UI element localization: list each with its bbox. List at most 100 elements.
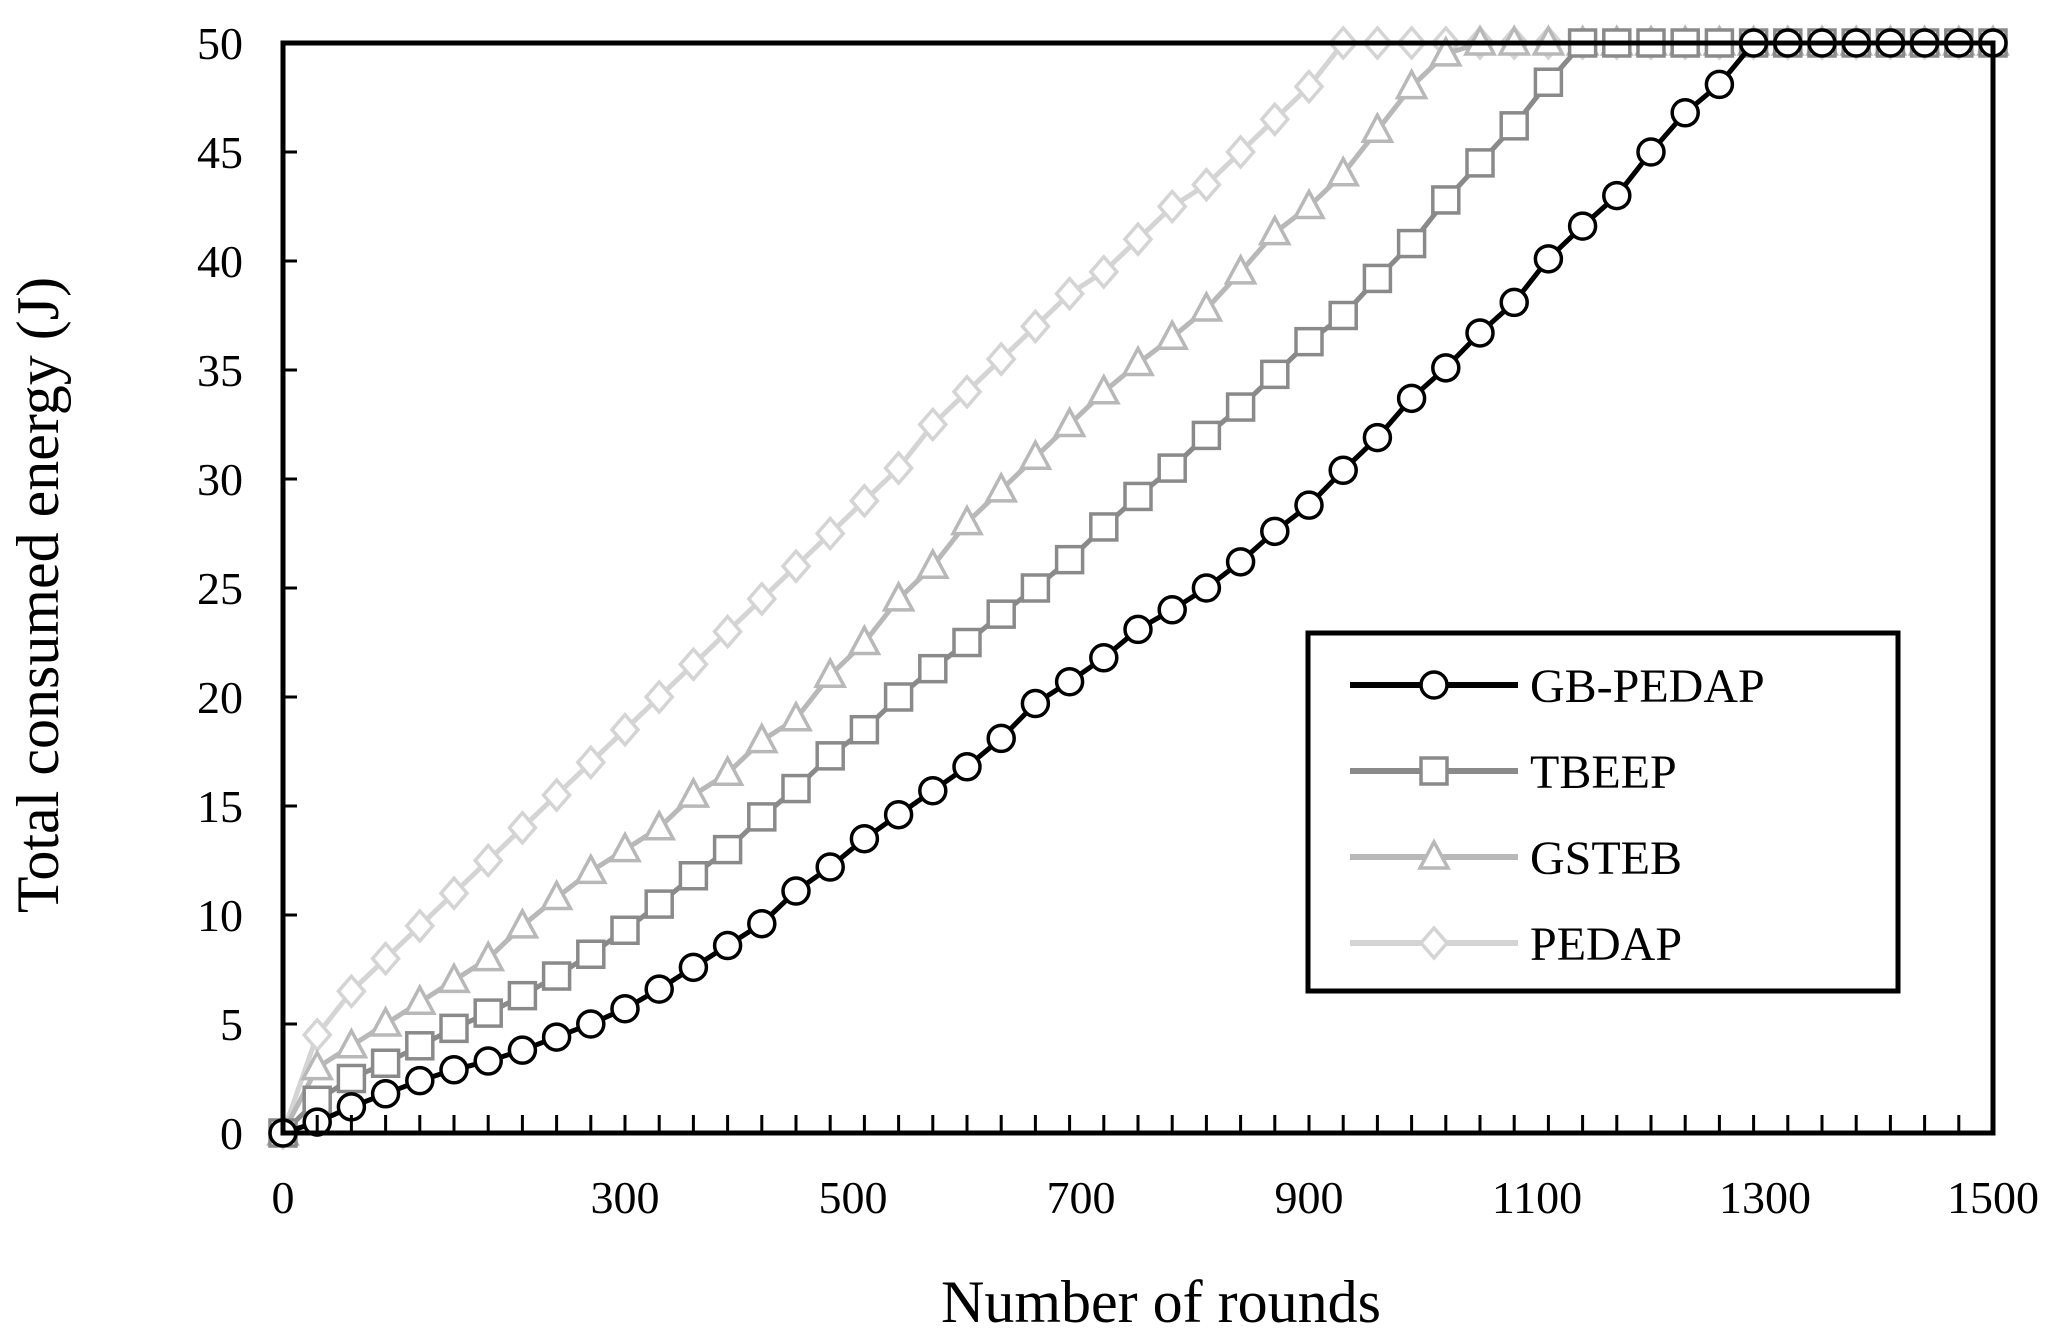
data-point bbox=[1054, 276, 1085, 312]
x-tick-label: 700 bbox=[1047, 1172, 1116, 1223]
legend-item: GSTEB bbox=[1350, 832, 1682, 885]
data-point bbox=[576, 1009, 606, 1039]
legend-swatch-marker bbox=[1419, 670, 1449, 700]
legend-item: PEDAP bbox=[1350, 918, 1682, 971]
data-point bbox=[779, 700, 813, 732]
data-point bbox=[1259, 101, 1291, 137]
data-point bbox=[1431, 185, 1461, 215]
data-point bbox=[336, 973, 367, 1009]
x-tick-labels: 0 300 500 700 900 1100 1300 1500 bbox=[272, 1172, 2040, 1223]
x-tick-label: 1500 bbox=[1947, 1172, 2039, 1223]
data-point bbox=[747, 802, 777, 832]
y-tick-label: 0 bbox=[220, 1108, 243, 1159]
data-point bbox=[1260, 516, 1290, 547]
data-point bbox=[1465, 318, 1495, 348]
data-point bbox=[1052, 405, 1087, 438]
y-tick-label: 50 bbox=[197, 18, 243, 69]
data-point bbox=[1123, 614, 1153, 645]
data-point bbox=[573, 852, 608, 885]
data-point bbox=[643, 679, 675, 715]
y-tick-label: 45 bbox=[197, 127, 243, 178]
data-point bbox=[1191, 420, 1222, 451]
data-point bbox=[986, 599, 1016, 629]
data-point bbox=[300, 1048, 335, 1081]
data-point bbox=[815, 741, 845, 771]
data-point bbox=[1020, 573, 1051, 603]
y-tick-label: 10 bbox=[197, 890, 243, 941]
data-point bbox=[539, 878, 574, 911]
data-point bbox=[1293, 68, 1325, 105]
data-point bbox=[1225, 134, 1256, 170]
data-point bbox=[1155, 318, 1190, 351]
data-point bbox=[1326, 155, 1361, 187]
data-point bbox=[678, 646, 709, 682]
data-point bbox=[849, 823, 880, 854]
legend-item: GB-PEDAP bbox=[1350, 660, 1765, 713]
data-point bbox=[473, 1046, 503, 1076]
legend-label: GB-PEDAP bbox=[1530, 660, 1765, 713]
data-point bbox=[370, 1079, 401, 1109]
data-point bbox=[814, 515, 846, 552]
data-point bbox=[1054, 544, 1085, 575]
data-point bbox=[746, 581, 778, 617]
data-point bbox=[813, 656, 848, 688]
legend-swatch-marker bbox=[1418, 925, 1450, 961]
data-point bbox=[1189, 290, 1224, 322]
data-point bbox=[915, 547, 950, 579]
data-point bbox=[1292, 187, 1326, 220]
x-tick-label: 1100 bbox=[1492, 1172, 1582, 1223]
data-point bbox=[712, 613, 743, 650]
data-point bbox=[984, 471, 1019, 503]
data-point bbox=[918, 653, 948, 684]
data-point bbox=[1089, 512, 1119, 542]
data-point bbox=[575, 744, 607, 781]
data-point bbox=[1499, 111, 1529, 141]
x-tick-label: 500 bbox=[819, 1172, 888, 1223]
legend-label: GSTEB bbox=[1530, 832, 1682, 885]
data-point bbox=[608, 830, 642, 863]
data-point bbox=[1428, 35, 1463, 67]
data-point bbox=[1636, 137, 1666, 167]
data-point bbox=[1257, 213, 1292, 246]
data-point bbox=[1499, 287, 1529, 318]
data-point bbox=[610, 993, 640, 1024]
data-point bbox=[1465, 148, 1495, 178]
legend-label: TBEEP bbox=[1530, 746, 1677, 799]
y-tick-label: 30 bbox=[197, 454, 243, 505]
y-tick-label: 15 bbox=[197, 781, 243, 832]
data-point bbox=[883, 682, 914, 712]
legend-label: PEDAP bbox=[1530, 918, 1682, 971]
data-point bbox=[472, 842, 504, 879]
data-point bbox=[507, 810, 538, 846]
legend-swatch-marker bbox=[1419, 756, 1449, 786]
x-axis-title: Number of rounds bbox=[941, 1269, 1381, 1335]
x-tick-label: 0 bbox=[272, 1172, 295, 1223]
data-point bbox=[1157, 595, 1187, 625]
data-point bbox=[678, 861, 709, 891]
data-point bbox=[610, 915, 640, 946]
data-point bbox=[644, 889, 674, 919]
data-point bbox=[744, 721, 779, 754]
data-point bbox=[1225, 392, 1256, 422]
y-tick-label: 35 bbox=[197, 345, 243, 396]
data-point bbox=[1602, 180, 1632, 211]
data-point bbox=[883, 799, 914, 830]
x-tick-label: 900 bbox=[1275, 1172, 1344, 1223]
data-point bbox=[473, 998, 503, 1028]
data-point bbox=[437, 961, 471, 994]
data-point bbox=[1567, 211, 1598, 241]
data-point bbox=[370, 940, 401, 977]
data-point bbox=[781, 876, 811, 906]
data-point bbox=[1086, 373, 1121, 405]
data-point bbox=[438, 875, 470, 911]
data-point bbox=[918, 775, 948, 806]
data-point bbox=[1123, 481, 1153, 512]
data-point bbox=[1328, 300, 1358, 331]
data-point bbox=[849, 714, 880, 745]
data-point bbox=[370, 1048, 401, 1078]
x-tick-label: 300 bbox=[591, 1172, 660, 1223]
data-point bbox=[952, 752, 982, 782]
data-point bbox=[541, 777, 572, 813]
data-point bbox=[404, 908, 436, 944]
data-point bbox=[747, 908, 777, 939]
